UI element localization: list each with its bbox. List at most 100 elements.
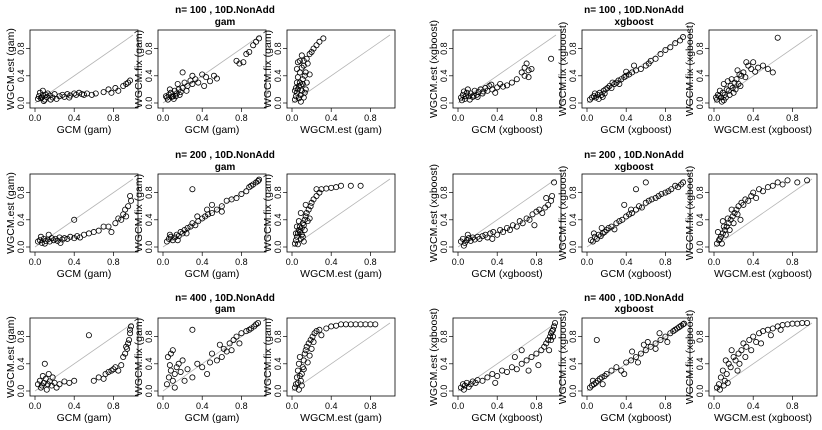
y-tick-label: 0.8 (695, 186, 705, 199)
data-point (128, 323, 135, 330)
data-point (306, 352, 313, 359)
data-point (299, 233, 306, 240)
y-tick-label: 0.8 (16, 330, 26, 343)
data-point (664, 339, 671, 346)
x-tick-label: 0.0 (581, 113, 594, 123)
data-point (616, 218, 623, 225)
data-point (100, 223, 107, 230)
data-point (333, 184, 340, 191)
data-point (738, 347, 745, 354)
data-point (213, 75, 220, 82)
x-tick-label: 0.4 (747, 257, 760, 267)
plot-frame (286, 173, 396, 253)
data-point (304, 218, 311, 225)
data-point (291, 96, 298, 103)
data-point (128, 197, 135, 204)
data-point (667, 44, 674, 51)
data-point (490, 229, 497, 236)
x-tick-label: 0.4 (620, 257, 633, 267)
data-point (37, 233, 44, 240)
x-axis-label: WGCM.est (xgboost) (714, 268, 812, 280)
x-tick-label: 0.0 (452, 401, 465, 411)
data-point (513, 366, 520, 373)
data-point (509, 222, 516, 229)
data-point (608, 85, 615, 92)
data-point (728, 347, 735, 354)
data-point (347, 182, 354, 189)
data-point (726, 91, 733, 98)
data-point (311, 330, 318, 337)
data-point (115, 215, 122, 222)
data-point (342, 321, 349, 328)
y-tick-label: 0.8 (439, 186, 449, 199)
data-point (767, 332, 774, 339)
data-point (122, 206, 129, 213)
data-point (171, 370, 178, 377)
data-point (526, 216, 533, 223)
data-point (41, 360, 48, 367)
data-point (736, 360, 743, 367)
data-point (511, 353, 518, 360)
reference-line (457, 178, 557, 248)
data-point (551, 179, 558, 186)
data-point (41, 240, 48, 247)
data-point (253, 38, 260, 45)
points (713, 177, 811, 247)
y-tick-label: 0.8 (144, 42, 154, 55)
data-point (181, 377, 188, 384)
data-point (108, 89, 115, 96)
y-axis-label: WGCM.est (gam) (5, 316, 17, 398)
y-tick-label: 0.0 (144, 385, 154, 398)
y-tick-label: 0.8 (439, 42, 449, 55)
data-point (758, 340, 765, 347)
data-point (304, 60, 311, 67)
data-point (256, 176, 263, 183)
data-point (195, 79, 202, 86)
data-point (208, 350, 215, 357)
data-point (95, 227, 102, 234)
data-point (213, 206, 220, 213)
x-tick-label: 0.8 (107, 257, 120, 267)
data-point (57, 239, 64, 246)
data-point (599, 93, 606, 100)
data-point (236, 60, 243, 67)
plot-frame (581, 317, 691, 397)
x-tick-label: 0.4 (325, 401, 338, 411)
x-tick-label: 0.8 (786, 257, 799, 267)
data-point (294, 241, 301, 248)
title-gam-n100: n= 100 , 10D.NonAdd (175, 5, 275, 16)
data-point (722, 357, 729, 364)
plot-frame (452, 29, 562, 109)
y-tick-label: 0.0 (568, 385, 578, 398)
data-point (500, 83, 507, 90)
data-point (38, 94, 45, 101)
data-point (233, 333, 240, 340)
data-point (735, 80, 742, 87)
data-point (328, 323, 335, 330)
y-tick-label: 0.8 (568, 330, 578, 343)
data-point (176, 91, 183, 98)
data-point (463, 89, 470, 96)
x-tick-label: 0.8 (530, 113, 543, 123)
y-axis-label: WGCM.fix (xgboost) (557, 166, 569, 261)
data-point (181, 79, 188, 86)
y-tick-label: 0.0 (439, 241, 449, 254)
data-point (742, 353, 749, 360)
data-point (662, 333, 669, 340)
x-tick-label: 0.0 (29, 113, 42, 123)
x-axis-label: GCM (xgboost) (471, 124, 542, 136)
data-point (302, 201, 309, 208)
data-point (541, 343, 548, 350)
plot-frame (581, 29, 691, 109)
x-axis-label: GCM (xgboost) (471, 268, 542, 280)
data-point (748, 347, 755, 354)
data-point (167, 350, 174, 357)
data-point (293, 79, 300, 86)
data-point (760, 188, 767, 195)
